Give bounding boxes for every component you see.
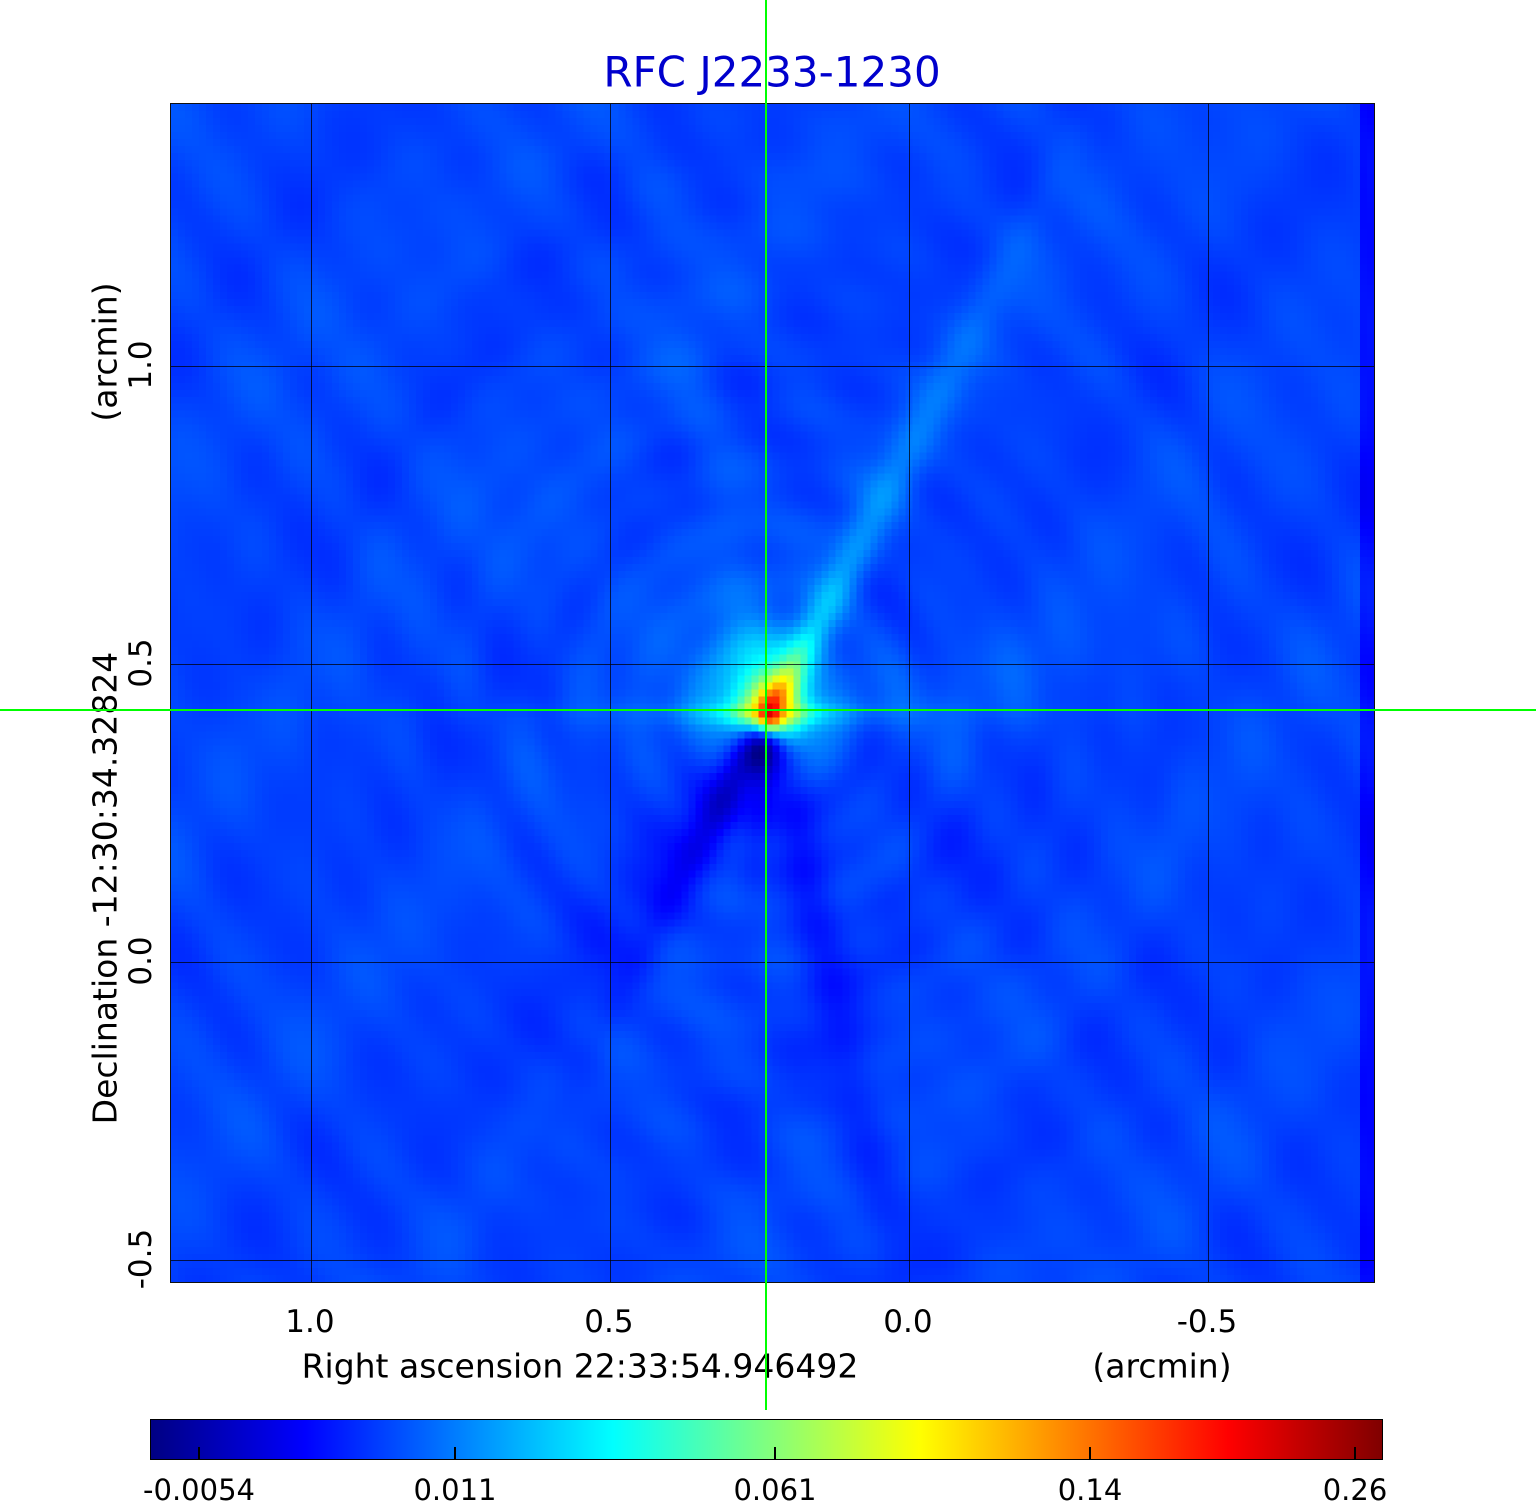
x-tick-label: -0.5 — [1176, 1304, 1238, 1340]
crosshair-horizontal-line — [0, 709, 1536, 711]
heatmap-canvas — [171, 104, 1374, 1282]
crosshair-vertical-line — [765, 0, 767, 1410]
gridline-horizontal — [171, 664, 1374, 666]
colorbar-tick-label: -0.0054 — [143, 1473, 255, 1507]
colorbar-tick-label: 0.061 — [733, 1473, 817, 1507]
y-tick-label: -0.5 — [123, 1228, 159, 1290]
gridline-vertical — [909, 104, 910, 1282]
plot-area — [170, 103, 1375, 1283]
gridline-horizontal — [171, 1260, 1374, 1262]
gridline-horizontal — [171, 366, 1374, 368]
gridline-vertical — [609, 104, 611, 1282]
gridline-vertical — [310, 104, 312, 1282]
gridline-horizontal — [171, 962, 1374, 964]
colorbar-tick — [454, 1447, 456, 1459]
colorbar-tick-label: 0.14 — [1057, 1473, 1123, 1507]
x-tick-label: 1.0 — [285, 1304, 335, 1340]
colorbar — [150, 1419, 1383, 1460]
colorbar-tick-label: 0.26 — [1322, 1473, 1388, 1507]
colorbar-tick — [1354, 1447, 1356, 1459]
x-axis-unit-label: (arcmin) — [1092, 1346, 1232, 1386]
colorbar-tick — [774, 1447, 776, 1459]
colorbar-tick — [198, 1447, 200, 1459]
y-axis-unit-label: (arcmin) — [85, 282, 125, 422]
x-tick-label: 0.0 — [883, 1304, 933, 1340]
colorbar-tick-label: 0.011 — [413, 1473, 497, 1507]
y-axis-label: Declination -12:30:34.32824 — [85, 651, 125, 1125]
gridline-vertical — [1208, 104, 1209, 1282]
y-tick-label: 0.5 — [123, 638, 159, 688]
y-tick-label: 1.0 — [123, 340, 159, 390]
colorbar-tick — [1089, 1447, 1091, 1459]
x-axis-label: Right ascension 22:33:54.946492 — [301, 1346, 859, 1386]
chart-title: RFC J2233-1230 — [603, 47, 941, 97]
y-tick-label: 0.0 — [123, 936, 159, 986]
x-tick-label: 0.5 — [584, 1304, 634, 1340]
